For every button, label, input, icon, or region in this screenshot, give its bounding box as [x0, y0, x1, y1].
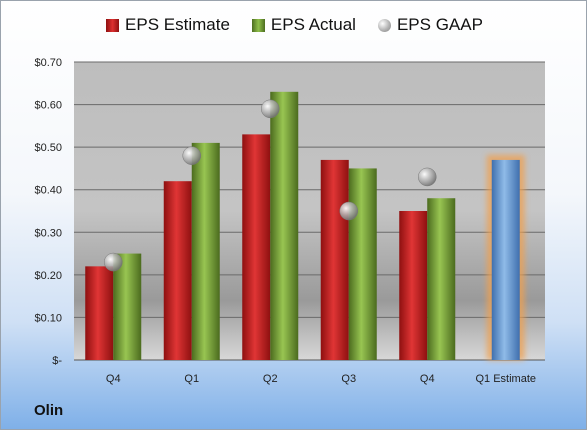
bar-eps-actual — [427, 198, 456, 360]
x-tick-label: Q1 — [184, 373, 199, 385]
bars — [85, 91, 525, 361]
bar-eps-estimate — [163, 181, 192, 360]
bar-eps-estimate — [242, 134, 271, 360]
marker-eps-gaap — [339, 201, 358, 221]
x-tick-label: Q2 — [263, 373, 278, 385]
legend-swatch-estimate — [106, 18, 120, 32]
bar-eps-estimate — [320, 159, 349, 360]
legend-item-actual: EPS Actual — [251, 15, 356, 35]
x-tick-label: Q1 Estimate — [475, 373, 536, 385]
plot-area — [74, 62, 545, 360]
bar-eps-actual — [191, 142, 220, 360]
bar-projected-estimate — [491, 159, 520, 360]
marker-eps-gaap — [104, 252, 123, 272]
legend-item-gaap: EPS GAAP — [377, 15, 483, 35]
x-tick-label: Q4 — [106, 373, 121, 385]
gridlines — [74, 61, 545, 361]
bar-eps-actual — [270, 91, 299, 361]
x-tick-label: Q4 — [420, 373, 435, 385]
y-tick-label: $0.20 — [34, 270, 62, 282]
y-tick-label: $- — [52, 355, 62, 367]
legend-swatch-gaap — [377, 18, 391, 32]
y-tick-label: $0.40 — [34, 185, 62, 197]
y-tick-label: $0.50 — [34, 142, 62, 154]
marker-eps-gaap — [418, 167, 437, 187]
company-name: Olin — [34, 402, 64, 419]
y-tick-label: $0.60 — [34, 100, 62, 112]
gaap-markers — [104, 99, 437, 272]
legend-label-estimate: EPS Estimate — [125, 15, 230, 34]
legend-item-estimate: EPS Estimate — [106, 15, 230, 35]
y-axis-ticks: $- $0.10 $0.20 $0.30 $0.40 $0.50 $0.60 $0.70 — [34, 57, 62, 367]
x-tick-label: Q3 — [341, 373, 356, 385]
marker-eps-gaap — [261, 99, 280, 119]
y-tick-label: $0.30 — [34, 227, 62, 239]
x-axis-ticks: Q4 Q1 Q2 Q3 Q4 Q1 Estimate — [106, 373, 536, 385]
marker-eps-gaap — [182, 146, 201, 165]
legend: EPS Estimate EPS Actual EPS GAAP — [1, 15, 586, 35]
legend-label-actual: EPS Actual — [270, 15, 356, 34]
legend-label-gaap: EPS GAAP — [396, 15, 483, 34]
bar-eps-estimate — [85, 266, 114, 360]
bar-eps-actual — [348, 168, 377, 360]
y-tick-label: $0.70 — [34, 57, 62, 69]
bar-eps-actual — [113, 253, 142, 360]
y-tick-label: $0.10 — [34, 312, 62, 324]
legend-swatch-actual — [251, 18, 265, 32]
bar-eps-estimate — [399, 211, 428, 360]
